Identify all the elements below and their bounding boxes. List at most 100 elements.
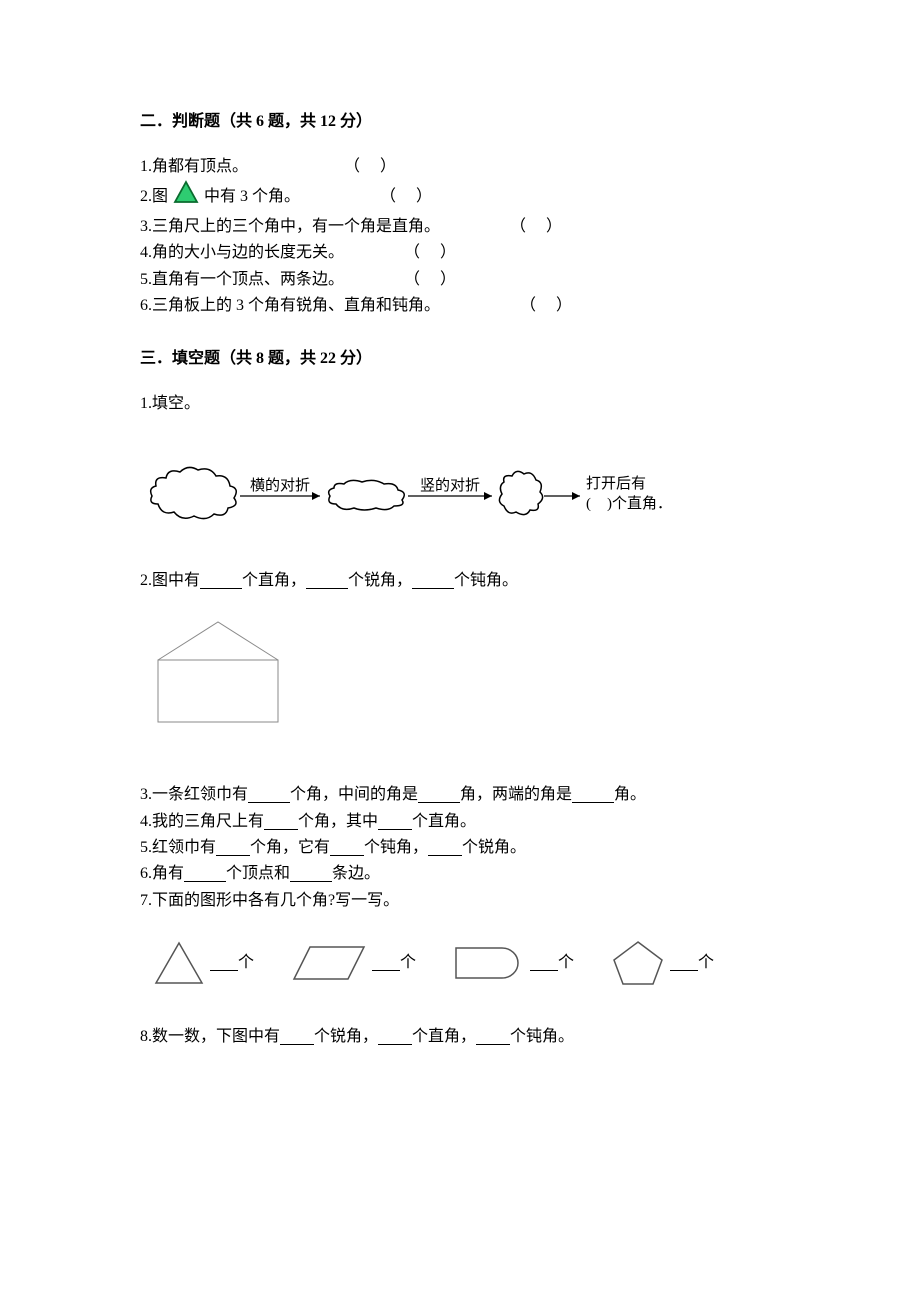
- result-line2: ()个直角．: [586, 495, 672, 512]
- q-text: 角都有顶点。: [152, 154, 248, 180]
- q-text-after: 中有 3 个角。: [204, 184, 300, 210]
- cloud-shape-2: [329, 480, 405, 510]
- answer-blank[interactable]: [210, 955, 238, 971]
- answer-blank[interactable]: [476, 1029, 510, 1045]
- pentagon-icon: [610, 938, 666, 988]
- q-text: 个锐角，: [348, 568, 412, 594]
- q-text: 角有: [152, 861, 184, 887]
- shapes-row: 个 个 个 个: [152, 938, 780, 988]
- unit-suffix: 个: [238, 951, 254, 975]
- q-text: 个锐角。: [462, 835, 526, 861]
- fill-q8: 8. 数一数，下图中有 个锐角， 个直角， 个钝角。: [140, 1024, 780, 1050]
- q-text: 角的大小与边的长度无关。: [152, 240, 344, 266]
- q-text: 条边。: [332, 861, 380, 887]
- cloud-shape-3: [499, 471, 542, 514]
- q-text: 图中有: [152, 568, 200, 594]
- q-text: 三角尺上的三个角中，有一个角是直角。: [152, 214, 440, 240]
- answer-blank[interactable]: [418, 787, 460, 803]
- shape-rounded-rect: 个: [452, 942, 574, 984]
- q-number: 4.: [140, 240, 152, 266]
- paren-left: （: [380, 184, 396, 210]
- answer-blank[interactable]: [372, 955, 400, 971]
- answer-blank[interactable]: [330, 840, 364, 856]
- q-text: 我的三角尺上有: [152, 809, 264, 835]
- q-text: 红领巾有: [152, 835, 216, 861]
- answer-blank[interactable]: [306, 573, 348, 589]
- shape-triangle: 个: [152, 939, 254, 987]
- judge-q6: 6. 三角板上的 3 个角有锐角、直角和钝角。 （ ）: [140, 293, 780, 319]
- answer-blank[interactable]: [216, 840, 250, 856]
- answer-blank[interactable]: [248, 787, 290, 803]
- q-number: 5.: [140, 267, 152, 293]
- q-number: 6.: [140, 861, 152, 887]
- judge-questions: 1. 角都有顶点。 （ ） 2. 图 中有 3 个角。 （ ） 3. 三角尺上的…: [140, 154, 780, 319]
- cloud-shape-1: [151, 467, 237, 518]
- answer-blank[interactable]: [428, 840, 462, 856]
- q-text: 填空。: [152, 391, 200, 417]
- result-line1: 打开后有: [586, 475, 646, 492]
- section-2-prefix: 二．判断题: [140, 113, 220, 130]
- unit-suffix: 个: [558, 951, 574, 975]
- q-text: 个角，其中: [298, 809, 378, 835]
- q-number: 5.: [140, 835, 152, 861]
- fill-q1: 1. 填空。: [140, 391, 780, 417]
- fill-q2: 2. 图中有 个直角， 个锐角， 个钝角。: [140, 568, 780, 594]
- answer-blank[interactable]: [412, 573, 454, 589]
- answer-blank[interactable]: [200, 573, 242, 589]
- answer-blank[interactable]: [378, 1029, 412, 1045]
- q-text: 个锐角，: [314, 1024, 378, 1050]
- fill-q6: 6. 角有 个顶点和 条边。: [140, 861, 780, 887]
- q-number: 2.: [140, 184, 152, 210]
- triangle-icon: [172, 180, 200, 213]
- q-text: 个钝角。: [454, 568, 518, 594]
- answer-blank[interactable]: [264, 814, 298, 830]
- shape-blank-label: 个: [670, 951, 714, 975]
- q-number: 6.: [140, 293, 152, 319]
- q-text: 个直角，: [242, 568, 306, 594]
- q-number: 4.: [140, 809, 152, 835]
- judge-q3: 3. 三角尺上的三个角中，有一个角是直角。 （ ）: [140, 214, 780, 240]
- q-text: 个直角。: [412, 809, 476, 835]
- q-text: 直角有一个顶点、两条边。: [152, 267, 344, 293]
- answer-blank[interactable]: [290, 866, 332, 882]
- q-number: 1.: [140, 391, 152, 417]
- q-text: 下面的图形中各有几个角?写一写。: [152, 888, 399, 914]
- paren-right: ）: [440, 267, 456, 293]
- q-number: 1.: [140, 154, 152, 180]
- answer-blank[interactable]: [530, 955, 558, 971]
- paren-left: （: [520, 293, 536, 319]
- q-text: 数一数，下图中有: [152, 1024, 280, 1050]
- parallelogram-icon: [290, 941, 368, 985]
- unit-suffix: 个: [698, 951, 714, 975]
- answer-blank[interactable]: [378, 814, 412, 830]
- q-text: 个顶点和: [226, 861, 290, 887]
- q-number: 3.: [140, 782, 152, 808]
- q-text: 个钝角。: [510, 1024, 574, 1050]
- section-3-prefix: 三．填空题: [140, 350, 220, 367]
- q-text: 角。: [614, 782, 646, 808]
- answer-blank[interactable]: [280, 1029, 314, 1045]
- q-number: 2.: [140, 568, 152, 594]
- shape-blank-label: 个: [372, 951, 416, 975]
- q-text: 个角，中间的角是: [290, 782, 418, 808]
- shape-parallelogram: 个: [290, 941, 416, 985]
- q-text: 角，两端的角是: [460, 782, 572, 808]
- judge-q2: 2. 图 中有 3 个角。 （ ）: [140, 180, 780, 213]
- shape-blank-label: 个: [210, 951, 254, 975]
- fill-q7: 7. 下面的图形中各有几个角?写一写。: [140, 888, 780, 914]
- judge-q4: 4. 角的大小与边的长度无关。 （ ）: [140, 240, 780, 266]
- house-figure: [140, 612, 780, 740]
- q-text: 一条红领巾有: [152, 782, 248, 808]
- q-text: 个钝角，: [364, 835, 428, 861]
- paren-right: ）: [440, 240, 456, 266]
- q-text: 三角板上的 3 个角有锐角、直角和钝角。: [152, 293, 440, 319]
- paren-left: （: [404, 267, 420, 293]
- paren-right: ）: [380, 154, 396, 180]
- answer-blank[interactable]: [572, 787, 614, 803]
- shape-blank-label: 个: [530, 951, 574, 975]
- answer-blank[interactable]: [184, 866, 226, 882]
- triangle-outline-icon: [152, 939, 206, 987]
- paren-right: ）: [546, 214, 562, 240]
- fill-q3: 3. 一条红领巾有 个角，中间的角是 角，两端的角是 角。: [140, 782, 780, 808]
- answer-blank[interactable]: [670, 955, 698, 971]
